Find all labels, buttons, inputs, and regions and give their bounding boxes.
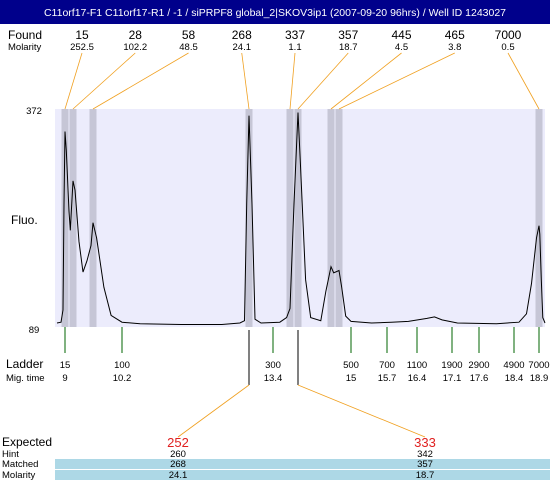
found-label: Found [8,28,42,42]
found-peak-size: 337 [285,28,305,42]
ladder-mig-time: 17.6 [470,373,489,384]
found-peak-connector [92,52,189,110]
mig-time-label: Mig. time [6,373,45,384]
found-peak-connector [289,52,296,110]
found-peak-connector [241,52,250,110]
found-peak-molarity: 1.1 [288,42,301,53]
ladder-mig-time: 15 [346,373,357,384]
chart-title: C11orf17-F1 C11orf17-R1 / -1 / siPRPF8 g… [44,7,506,19]
found-peak-molarity: 24.1 [233,42,252,53]
fluorescence-trace [56,112,546,325]
found-peak-size: 15 [75,28,89,42]
found-peak-connector [72,52,136,110]
found-peak-molarity: 48.5 [179,42,198,53]
hint-label: Hint [2,449,19,460]
expected-label: Expected [2,435,52,449]
found-peak-band [294,109,302,327]
found-peak-band [61,109,69,327]
ladder-mig-time: 10.2 [113,373,132,384]
found-peak-size: 465 [445,28,465,42]
matched-label: Matched [2,459,38,470]
ladder-size: 700 [379,360,395,371]
ladder-size: 15 [60,360,71,371]
found-peak-connector [297,52,349,110]
hint-value: 342 [417,449,433,460]
found-peak-size: 7000 [495,28,522,42]
expected-connectors [177,330,426,438]
found-peak-band [327,109,335,327]
found-peak-molarity: 3.8 [448,42,461,53]
ladder-label: Ladder [6,357,43,371]
ladder-size: 300 [265,360,281,371]
found-peak-size: 28 [129,28,143,42]
ladder-size: 1900 [441,360,462,371]
found-peak-molarity: 0.5 [501,42,514,53]
molarity-label: Molarity [8,42,42,53]
found-peak-band [335,109,343,327]
found-peak-size: 58 [182,28,196,42]
found-peak-connectors [64,52,540,110]
y-max-label: 372 [26,106,42,117]
fluo-label: Fluo. [11,213,38,227]
found-peak-band [286,109,294,327]
expected-value: 252 [167,435,189,450]
matched-value: 268 [170,459,186,470]
hint-value: 260 [170,449,186,460]
found-peak-molarity: 252.5 [70,42,94,53]
ladder-size: 500 [343,360,359,371]
found-peak-band [69,109,77,327]
found-peak-molarity: 18.7 [339,42,358,53]
y-min-label: 89 [29,325,40,336]
matched-row-band [55,459,550,469]
ladder-mig-time: 15.7 [378,373,397,384]
ladder-size: 2900 [468,360,489,371]
found-peak-size: 357 [338,28,358,42]
ladder-size: 7000 [528,360,549,371]
found-peak-band [245,109,253,327]
expected-molarity-value: 24.1 [169,470,188,480]
matched-value: 357 [417,459,433,470]
found-peak-band [89,109,97,327]
ladder-markers: 15 9 100 10.2 300 13.4 500 15 700 15.7 1100 16.4 190… [60,327,550,384]
found-peak-connector [330,52,402,110]
found-peak-size: 445 [391,28,411,42]
found-peak-connector [64,52,83,110]
molarity-row-band [55,470,550,480]
found-peak-connector [338,52,455,110]
found-peak-band [535,109,543,327]
found-peak-connector [507,52,540,110]
expected-value: 333 [414,435,436,450]
expected-molarity-value: 18.7 [416,470,435,480]
expected-connector [177,384,250,438]
ladder-mig-time: 18.9 [530,373,549,384]
molarity-row-label: Molarity [2,470,36,480]
found-peak-size: 268 [232,28,252,42]
ladder-size: 100 [114,360,130,371]
expected-connector [297,384,426,438]
marker-bands [61,109,543,327]
header-bar [0,0,550,24]
ladder-mig-time: 9 [62,373,67,384]
ladder-size: 4900 [503,360,524,371]
found-peak-molarity: 4.5 [395,42,408,53]
ladder-mig-time: 13.4 [264,373,283,384]
ladder-size: 1100 [407,360,427,371]
ladder-mig-time: 18.4 [505,373,524,384]
found-peak-molarity: 102.2 [123,42,147,53]
ladder-mig-time: 17.1 [443,373,462,384]
ladder-mig-time: 16.4 [408,373,427,384]
